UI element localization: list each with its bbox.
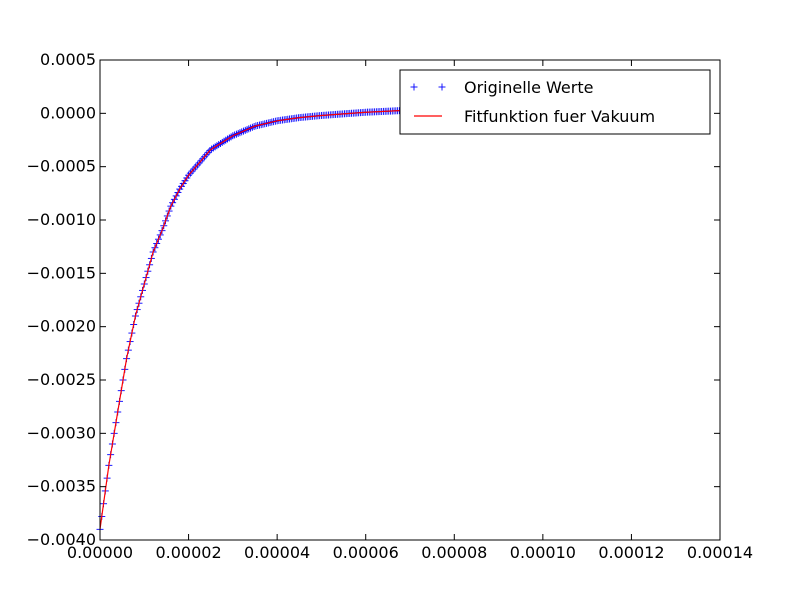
x-tick-label: 0.00004 bbox=[244, 543, 310, 562]
legend-plus-marker bbox=[410, 83, 418, 91]
y-tick-label: 0.0000 bbox=[40, 103, 96, 122]
x-tick-label: 0.00002 bbox=[155, 543, 221, 562]
legend-label-fitfunktion: Fitfunktion fuer Vakuum bbox=[464, 107, 655, 126]
legend-label-originelle-werte: Originelle Werte bbox=[464, 78, 593, 97]
legend-plus-marker bbox=[438, 83, 446, 91]
y-tick-label: −0.0005 bbox=[27, 157, 96, 176]
x-tick-label: 0.00010 bbox=[510, 543, 576, 562]
x-tick-label: 0.00000 bbox=[67, 543, 133, 562]
x-tick-label: 0.00008 bbox=[421, 543, 487, 562]
legend-marker-scatter bbox=[410, 83, 446, 91]
legend-box bbox=[399, 69, 711, 135]
series-layer bbox=[96, 106, 414, 533]
y-tick-label: −0.0025 bbox=[27, 370, 96, 389]
y-tick-label: −0.0015 bbox=[27, 263, 96, 282]
y-tick-label: −0.0040 bbox=[27, 530, 96, 549]
y-tick-label: 0.0005 bbox=[40, 50, 96, 69]
tick-layer: 0.00000 0.00002 0.00004 0.00006 0.00008 0.000… bbox=[27, 50, 753, 562]
y-tick-label: −0.0030 bbox=[27, 423, 96, 442]
axes-frame bbox=[99, 59, 721, 541]
legend: Originelle Werte Fitfunktion fuer Vakuum bbox=[399, 69, 711, 135]
y-tick-label: −0.0020 bbox=[27, 317, 96, 336]
x-tick-label: 0.00006 bbox=[333, 543, 399, 562]
series-fitfunktion-line bbox=[99, 109, 411, 530]
y-tick-label: −0.0010 bbox=[27, 210, 96, 229]
y-tick-label: −0.0035 bbox=[27, 477, 96, 496]
x-tick-label: 0.00012 bbox=[598, 543, 664, 562]
x-tick-label: 0.00014 bbox=[687, 543, 753, 562]
